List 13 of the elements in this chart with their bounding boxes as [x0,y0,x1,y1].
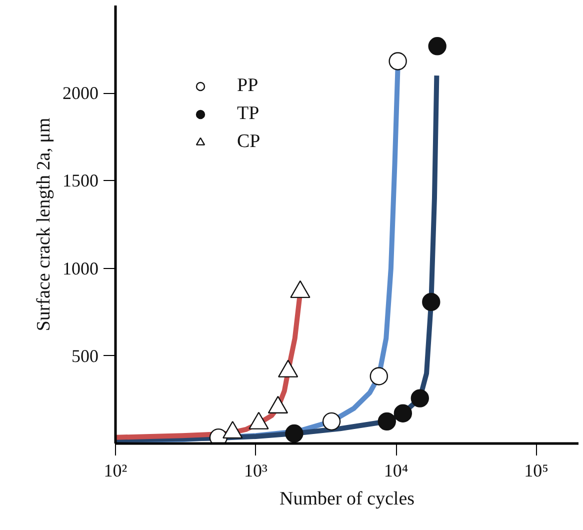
legend-label: CP [237,131,260,153]
x-tick-label: 10⁴ [384,460,408,480]
y-tick-label: 1500 [62,170,98,191]
x-tick-label: 10³ [244,460,268,480]
legend-label: TP [237,103,260,125]
y-tick-label: 1000 [62,258,98,278]
y-tick-label: 2000 [62,83,98,104]
legend-label: PP [237,75,258,97]
x-tick-label: 10⁵ [524,460,548,480]
y-tick-label: 500 [72,346,98,366]
y-axis-title: Surface crack length 2a, μm [34,118,54,332]
x-tick-label: 10² [104,460,128,480]
x-axis-title: Number of cycles [279,488,415,510]
